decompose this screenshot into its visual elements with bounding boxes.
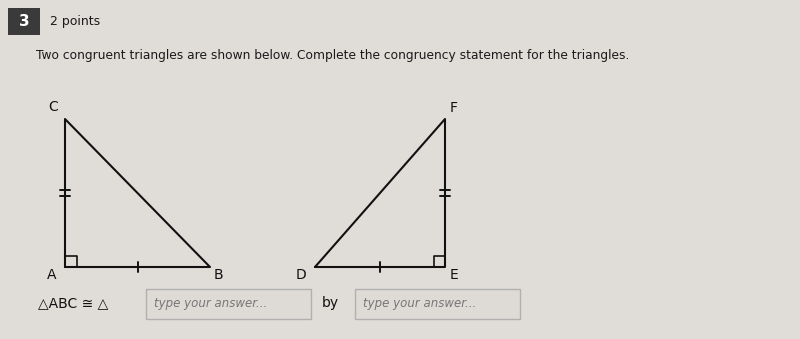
Text: △ABC ≅ △: △ABC ≅ △ [38,296,108,310]
Text: D: D [295,268,306,282]
Text: 3: 3 [18,14,30,29]
Text: Two congruent triangles are shown below. Complete the congruency statement for t: Two congruent triangles are shown below.… [36,49,630,62]
Text: B: B [214,268,224,282]
Text: 2 points: 2 points [50,15,100,28]
Text: E: E [450,268,458,282]
Text: type your answer...: type your answer... [363,297,476,310]
FancyBboxPatch shape [146,289,311,319]
FancyBboxPatch shape [8,8,40,35]
Text: by: by [322,296,339,310]
Text: C: C [48,100,58,114]
Text: F: F [450,101,458,115]
FancyBboxPatch shape [355,289,520,319]
Text: type your answer...: type your answer... [154,297,267,310]
Text: A: A [46,268,56,282]
